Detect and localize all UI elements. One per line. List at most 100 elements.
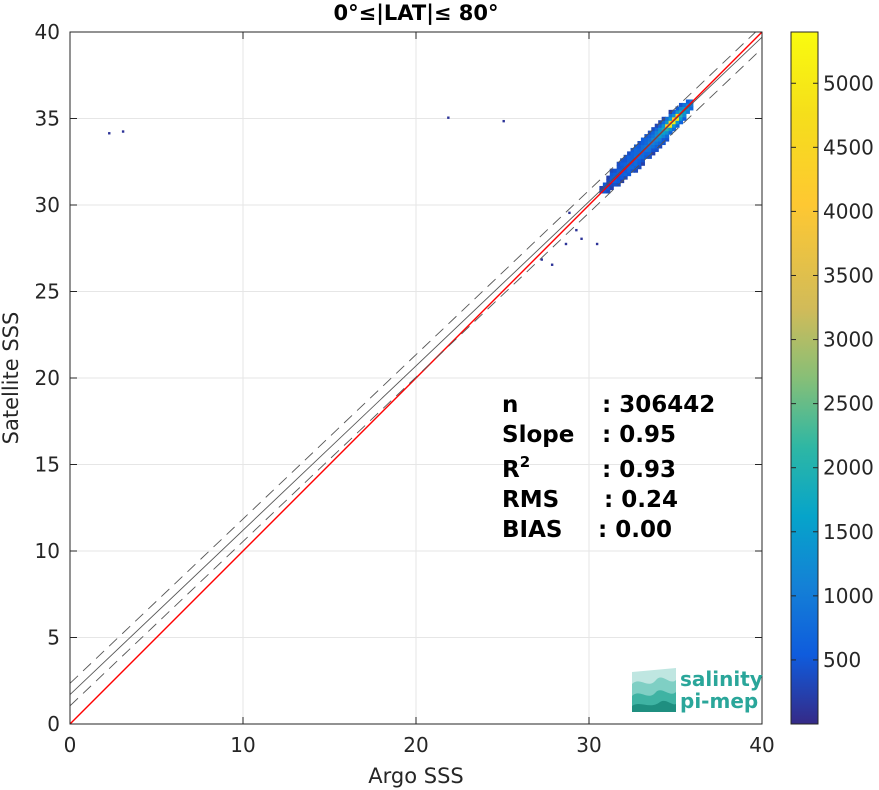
density-cell [682, 109, 687, 114]
chart-title: 0°≤|LAT|≤ 80° [333, 1, 498, 26]
outlier-cell [121, 130, 125, 133]
density-cell [606, 182, 611, 187]
density-cell [623, 172, 628, 177]
density-cell [685, 109, 690, 114]
density-cell [627, 168, 632, 173]
x-axis-ticks: 0 10 20 30 40 [64, 32, 775, 757]
density-cell [599, 185, 604, 191]
density-cell [637, 144, 642, 149]
density-cell [640, 161, 645, 166]
density-cell [616, 179, 621, 184]
density-cell [633, 168, 639, 173]
stat-value: : 0.95 [602, 422, 676, 448]
density-cell [602, 189, 607, 194]
density-cell [613, 168, 618, 173]
colorbar-tick-label: 4500 [823, 135, 874, 159]
density-cell [658, 123, 663, 128]
density-cell [647, 134, 652, 139]
density-cell [647, 140, 652, 146]
density-cell [644, 140, 649, 146]
density-cell [613, 172, 618, 177]
line-fit-lower [70, 48, 762, 707]
density-cell [689, 99, 694, 104]
colorbar-tick-label: 2500 [823, 392, 874, 416]
colorbar-ticks: 500 1000 1500 2000 2500 3000 3500 4000 4500 5000 [791, 71, 874, 672]
density-cell [668, 116, 673, 121]
density-cell [620, 161, 625, 166]
density-cell [616, 165, 621, 170]
line-fit-upper [70, 32, 757, 684]
x-axis-label: Argo SSS [368, 764, 463, 788]
density-cell [606, 175, 611, 180]
density-cell [672, 127, 677, 132]
colorbar-tick-label: 1500 [823, 520, 874, 544]
y-tick-label: 25 [35, 280, 60, 304]
density-cell [627, 172, 632, 177]
density-cell [613, 175, 618, 180]
density-cell [613, 179, 618, 184]
density-cell [682, 102, 687, 107]
density-cell [637, 154, 642, 159]
density-cell [616, 172, 621, 177]
density-cell [609, 168, 614, 173]
density-cell [678, 106, 684, 111]
density-cell [640, 144, 645, 149]
density-cell [665, 134, 670, 139]
density-cell [654, 134, 659, 139]
y-axis-label: Satellite SSS [0, 312, 23, 445]
outlier-cell [564, 242, 568, 246]
density-cell [678, 109, 684, 114]
density-cell [609, 175, 614, 180]
outlier-cell [502, 119, 505, 123]
stats-box: n: 306442 Slope: 0.95 R2: 0.93 RMS: 0.24 BIA… [502, 392, 715, 543]
outlier-cell [540, 258, 543, 261]
outlier-cell [575, 228, 578, 232]
salinity-pi-mep-logo: salinity pi-mep [632, 667, 763, 713]
density-cell [654, 144, 659, 149]
logo-text-line1: salinity [680, 667, 763, 691]
density-cell [654, 130, 659, 135]
stat-label: n [502, 392, 518, 418]
density-cell [627, 151, 632, 156]
density-cell [668, 113, 673, 118]
density-cell [675, 113, 680, 118]
y-tick-label: 40 [35, 20, 60, 44]
density-cell [668, 123, 673, 128]
density-cell [651, 151, 656, 156]
density-cell [658, 130, 663, 135]
density-cell [651, 130, 656, 135]
colorbar-tick-label: 4000 [823, 199, 874, 223]
density-cell [675, 106, 680, 111]
density-cell [682, 106, 687, 111]
outlier-cell [108, 132, 111, 135]
density-cell [672, 113, 677, 118]
density-cell [678, 113, 684, 118]
density-cell [623, 158, 628, 163]
density-cell [630, 154, 635, 159]
density-cell [661, 120, 666, 125]
density-cell [627, 165, 632, 170]
density-cell [647, 144, 652, 149]
x-tick-label: 10 [230, 733, 255, 757]
density-cell [672, 120, 677, 125]
stat-value: : 0.93 [602, 457, 676, 483]
stat-label: R2 [502, 453, 530, 483]
density-cell [672, 123, 677, 128]
density-cell [620, 175, 625, 180]
density-cell [620, 172, 625, 177]
colorbar [790, 31, 819, 725]
density-cell [602, 185, 607, 191]
density-cell [678, 120, 684, 125]
outlier-cell [595, 242, 599, 246]
density-cell [620, 168, 625, 173]
density-cell [685, 106, 690, 111]
density-cell [668, 127, 673, 132]
density-cell [651, 147, 656, 152]
density-cell [658, 137, 663, 142]
density-cell [640, 158, 645, 163]
density-cell [630, 168, 635, 173]
density-cell [644, 154, 649, 159]
line-fit [70, 36, 762, 695]
density-cell [623, 154, 628, 159]
